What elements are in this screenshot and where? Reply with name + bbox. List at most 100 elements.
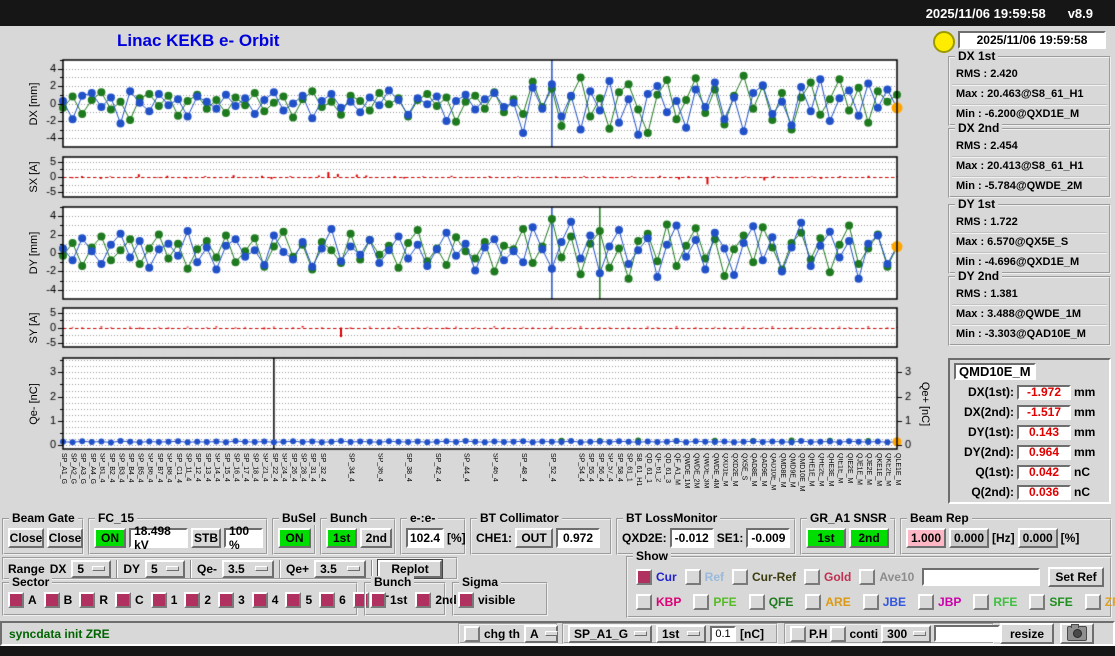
x-axis-label: QWDE_2M (692, 453, 700, 489)
bunch-order-select[interactable]: 1st (656, 624, 706, 643)
checkbox-label: Cur-Ref (752, 570, 797, 584)
qxd2e-value: -0.012 (669, 528, 714, 548)
6-checkbox[interactable] (319, 592, 336, 608)
qfe-checkbox[interactable] (748, 594, 765, 610)
checkbox-label: 4 (271, 593, 279, 607)
gr-a1-2nd-button[interactable]: 2nd (849, 528, 889, 548)
reference-name-input[interactable] (922, 568, 1040, 586)
qfe-check-item: QFE (748, 594, 793, 610)
chg-th-checkbox[interactable] (464, 625, 480, 642)
rfe-checkbox[interactable] (973, 594, 990, 610)
range-dy-select[interactable]: 5 (145, 559, 186, 578)
se1-label: SE1: (716, 531, 744, 545)
r-checkbox[interactable] (79, 592, 96, 608)
monitor-title: QMD10E_M (954, 363, 1036, 380)
chg-th-label: chg th (484, 626, 520, 641)
x-axis-label: QWDE_4M (711, 453, 719, 489)
dy-orbit-plot (28, 205, 940, 302)
bt-lossmonitor-label: BT LossMonitor (623, 512, 721, 525)
4-check-item: 4 (251, 592, 279, 608)
sigma-label: Sigma (459, 576, 502, 589)
monitor-row-value: -1.517 (1017, 404, 1071, 420)
gr-a1-1st-button[interactable]: 1st (806, 528, 846, 548)
x-axis-label: SP_38_4 (405, 453, 413, 482)
fc15-kv-value: 18.498 kV (129, 524, 189, 552)
gold-checkbox[interactable] (804, 569, 821, 585)
ref-checkbox[interactable] (684, 569, 701, 585)
c-checkbox[interactable] (115, 592, 132, 608)
ave10-checkbox[interactable] (859, 569, 876, 585)
5-checkbox[interactable] (285, 592, 302, 608)
range-qe-minus-select[interactable]: 3.5 (222, 559, 275, 578)
are-checkbox[interactable] (805, 594, 822, 610)
beam-gate-close-button-1[interactable]: Close (8, 528, 44, 548)
monitor-row-value: 0.143 (1017, 424, 1071, 440)
visible-checkbox[interactable] (458, 592, 474, 608)
cur-check-item: Cur (636, 569, 677, 585)
gold-check-item: Gold (804, 569, 851, 585)
b-checkbox[interactable] (43, 592, 60, 608)
checkbox-label: R (99, 593, 109, 607)
x-axis-label: QHE1E_M (807, 453, 815, 487)
cur-ref-checkbox[interactable] (732, 569, 749, 585)
count-input[interactable] (934, 625, 1001, 642)
3-checkbox[interactable] (218, 592, 235, 608)
range-dx-select[interactable]: 5 (71, 559, 112, 578)
c-check-item: C (115, 592, 144, 608)
show-label: Show (633, 550, 671, 563)
2-checkbox[interactable] (184, 592, 201, 608)
x-axis-label: SP_42_4 (433, 453, 441, 482)
screenshot-button[interactable] (1060, 623, 1094, 644)
ph-checkbox[interactable] (790, 625, 806, 642)
x-axis-label: QMD10E_M (798, 453, 806, 492)
x-axis-label: SP_15_4 (222, 453, 230, 482)
x-axis-label: SP_B3_4 (117, 453, 125, 483)
sector-group: Sector ABRC123456BT (2, 576, 389, 616)
bunch-1st-button[interactable]: 1st (326, 528, 358, 548)
x-axis-label: QF_A1_M (673, 453, 681, 485)
cur-checkbox[interactable] (636, 569, 652, 585)
jbe-checkbox[interactable] (862, 594, 879, 610)
checkbox-label: A (28, 593, 37, 607)
ee-ratio-value: 102.4 (406, 528, 444, 548)
conti-checkbox[interactable] (830, 625, 847, 642)
monitor-row-unit: nC (1074, 485, 1090, 499)
4-checkbox[interactable] (251, 592, 268, 608)
optionmenu-indicator-icon (347, 566, 361, 571)
count-select[interactable]: 300 (881, 624, 932, 643)
chg-th-group: chg th A (458, 623, 558, 644)
sp-device-select[interactable]: SP_A1_G (568, 624, 652, 643)
jbp-checkbox[interactable] (918, 594, 935, 610)
x-axis-label: QMD9E_M (788, 453, 796, 488)
stat-row: Min : -6.200@QXD1E_M (952, 104, 1107, 124)
2nd-check-item: 2nd (415, 592, 457, 608)
1-checkbox[interactable] (150, 592, 167, 608)
a-checkbox[interactable] (8, 592, 24, 608)
jbe-check-item: JBE (862, 594, 906, 610)
fc15-on-button[interactable]: ON (94, 528, 127, 548)
bunch-2nd-button[interactable]: 2nd (360, 528, 393, 548)
resize-button[interactable]: resize (1000, 623, 1054, 644)
beam-gate-close-button-2[interactable]: Close (47, 528, 83, 548)
fc15-stb-button[interactable]: STB (191, 528, 222, 548)
2nd-checkbox[interactable] (415, 592, 432, 608)
busel-on-button[interactable]: ON (278, 528, 311, 548)
sfe-checkbox[interactable] (1029, 594, 1046, 610)
kbp-checkbox[interactable] (636, 594, 652, 610)
are-check-item: ARE (805, 594, 851, 610)
zre-checkbox[interactable] (1084, 594, 1101, 610)
beam-rep-hz-unit: [Hz] (992, 531, 1015, 545)
1st-checkbox[interactable] (370, 592, 386, 608)
monitor-row: DY(2nd): 0.964 mm (950, 442, 1109, 462)
threshold-input[interactable]: 0.1 (710, 625, 736, 642)
chg-th-select[interactable]: A (524, 624, 558, 643)
che1-out-button[interactable]: OUT (515, 528, 554, 548)
status-bar: syncdata init ZRE chg th A SP_A1_G 1st 0… (0, 621, 1115, 646)
fc15-group: FC_15 ON 18.498 kV STB 100 % (88, 512, 268, 555)
se1-value: -0.009 (746, 528, 791, 548)
stats-box-title: DX 1st (955, 50, 999, 63)
fc15-percent-value: 100 % (224, 524, 263, 552)
pfe-checkbox[interactable] (693, 594, 710, 610)
range-qe-plus-select[interactable]: 3.5 (314, 559, 367, 578)
set-ref-button[interactable]: Set Ref (1048, 567, 1104, 587)
